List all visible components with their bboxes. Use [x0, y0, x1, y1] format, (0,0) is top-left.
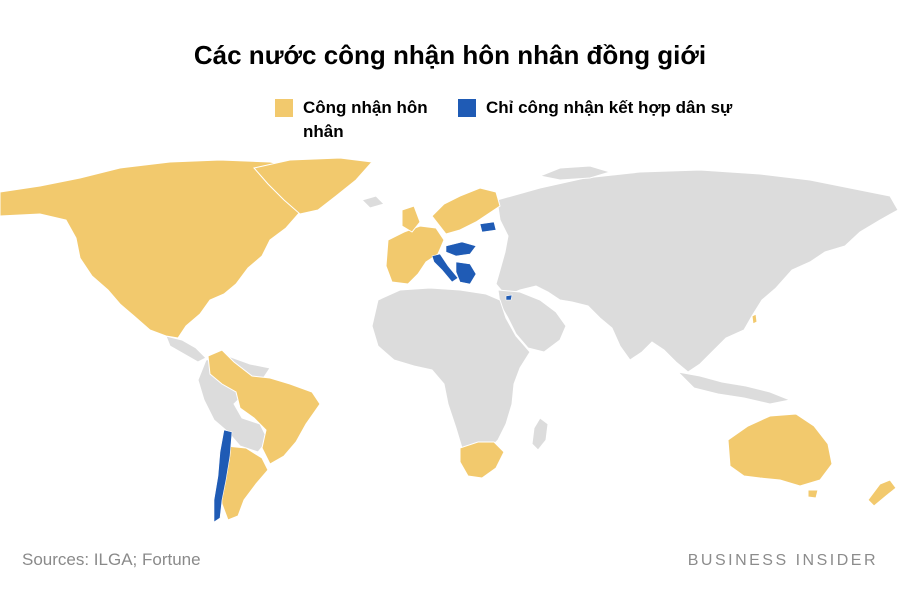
sources-note: Sources: ILGA; Fortune — [22, 550, 201, 569]
region-arctic-islands — [538, 165, 612, 181]
region-new-zealand — [867, 479, 897, 507]
region-western-europe — [385, 225, 445, 285]
region-arabia — [497, 289, 567, 353]
map-title: Các nước công nhận hôn nhân đồng giới — [193, 40, 707, 70]
region-greenland — [253, 157, 374, 215]
legend-label-marriage: Công nhận hôn nhân — [303, 98, 428, 141]
legend-label-civil-union: Chỉ công nhận kết hợp dân sự — [486, 98, 733, 117]
region-central-europe — [445, 241, 477, 257]
region-south-africa — [459, 441, 505, 479]
legend-swatch-marriage — [275, 99, 293, 117]
legend-civil-union: Chỉ công nhận kết hợp dân sự — [458, 96, 732, 120]
region-eurasia — [495, 169, 899, 373]
region-indonesia — [676, 371, 792, 405]
region-madagascar — [531, 417, 549, 451]
marriage-countries — [0, 157, 897, 521]
region-tasmania — [807, 489, 819, 499]
brand-logo: BUSINESS INSIDER — [687, 552, 878, 569]
region-estonia — [479, 221, 497, 233]
region-balkans — [455, 261, 477, 285]
region-central-america — [165, 335, 207, 363]
region-brazil-colombia — [207, 349, 321, 465]
region-scandinavia — [431, 187, 501, 235]
civil-union-countries — [213, 221, 513, 523]
region-uk-ireland — [401, 205, 421, 233]
region-chile — [213, 429, 233, 523]
region-north-america — [0, 159, 341, 339]
legend-marriage: Công nhận hôn nhân — [275, 96, 448, 144]
region-italy — [431, 253, 459, 283]
region-cyprus — [505, 294, 513, 301]
world-map — [0, 157, 899, 523]
region-africa — [371, 287, 531, 459]
legend-swatch-civil-union — [458, 99, 476, 117]
region-australia — [727, 413, 833, 487]
region-taiwan — [751, 313, 758, 325]
region-iceland — [361, 195, 385, 209]
